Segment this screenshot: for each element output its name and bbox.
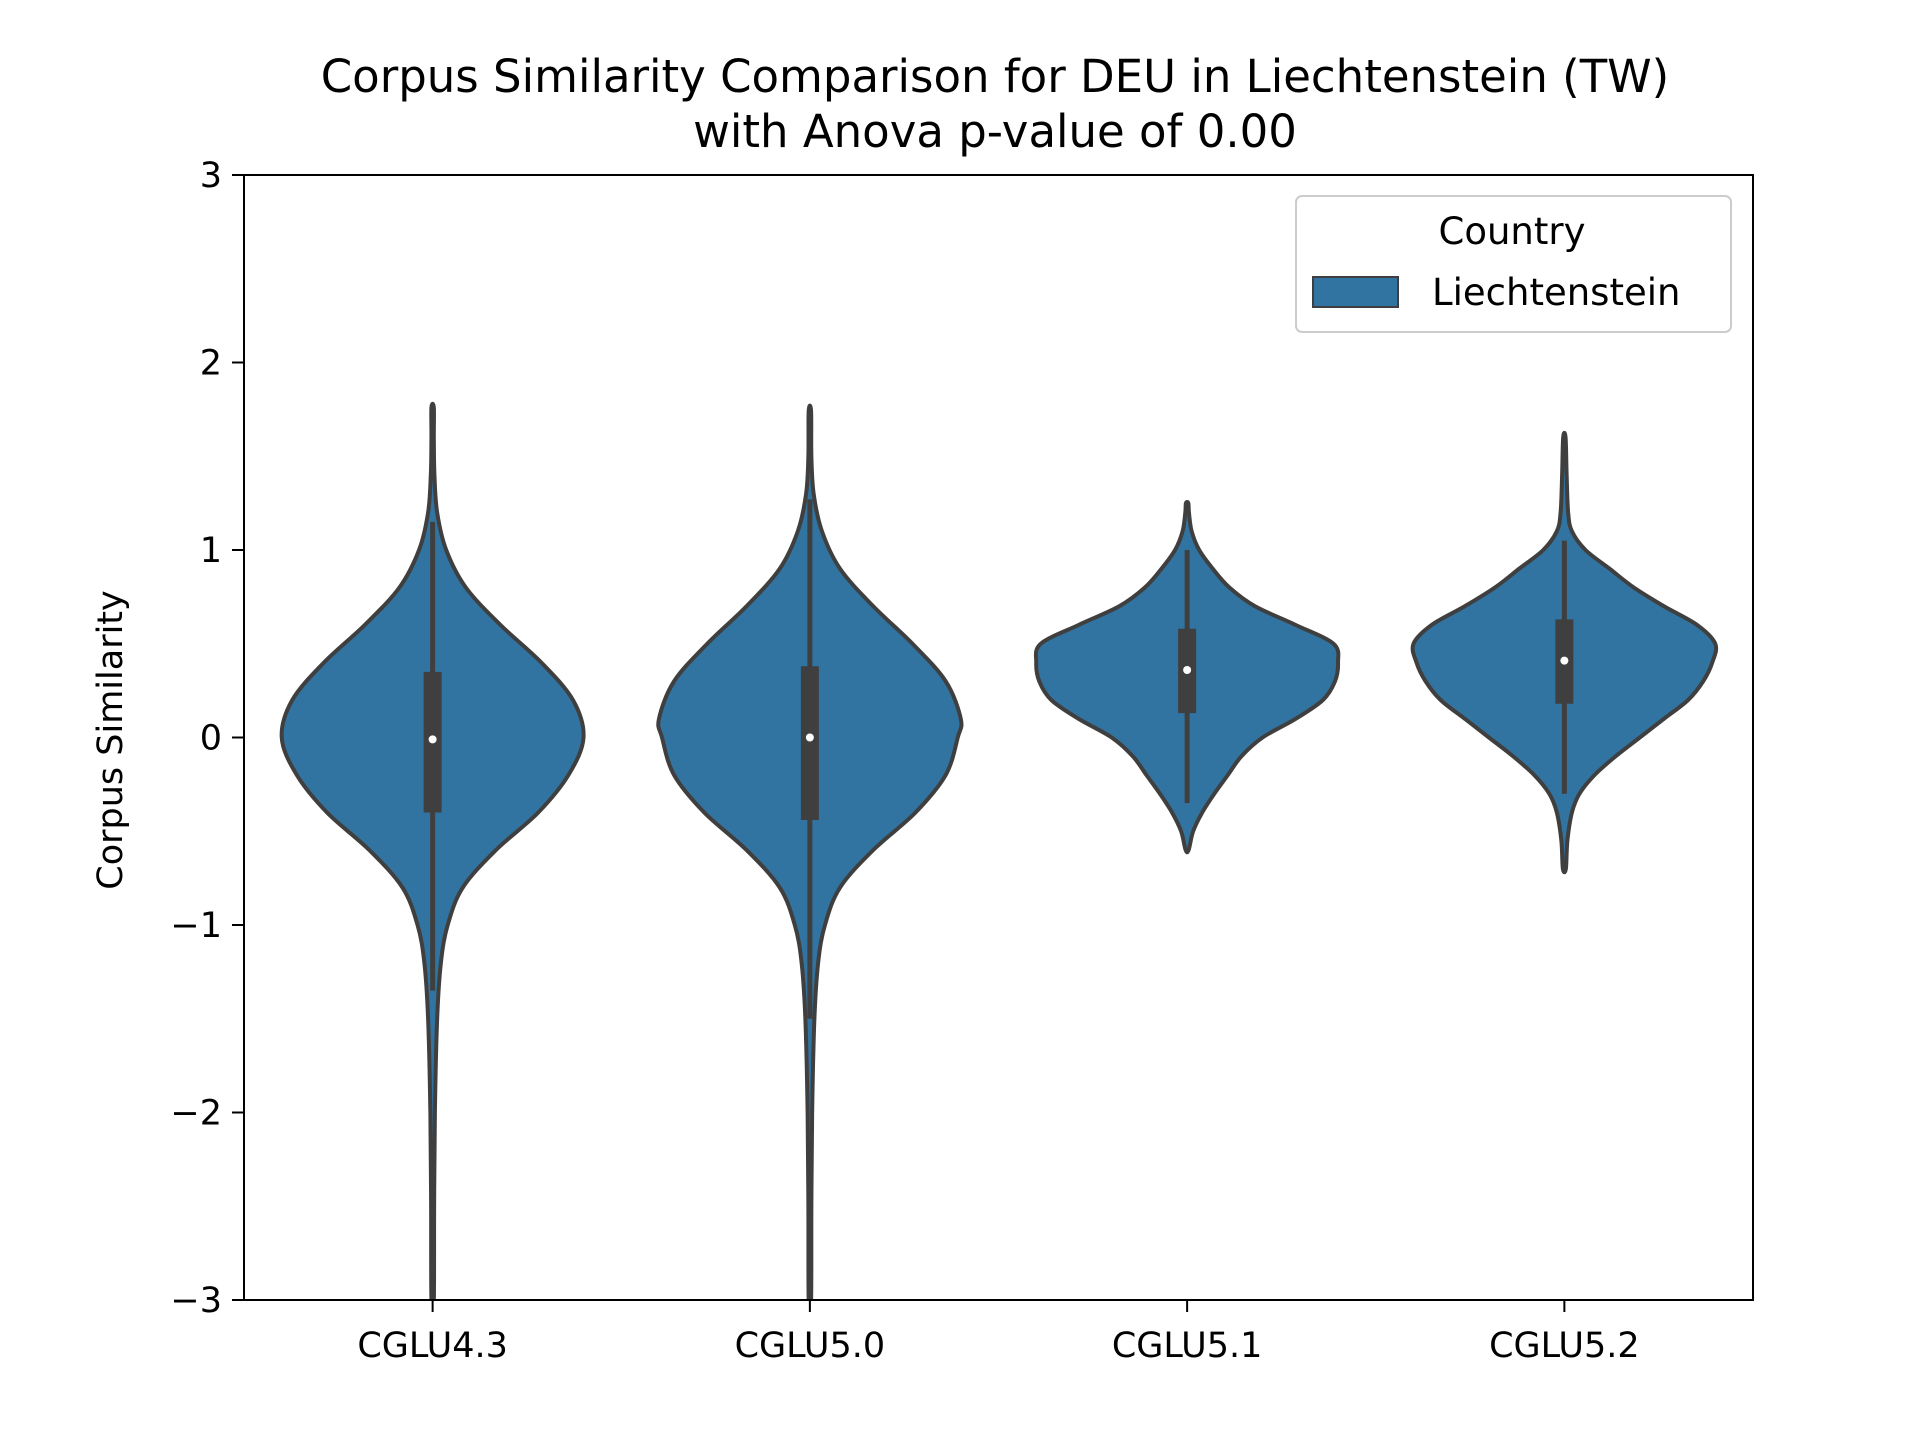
violin-cglu4-3 xyxy=(279,401,586,1300)
y-axis-label: Corpus Similarity xyxy=(91,590,131,889)
x-tick-label-cglu5-2: CGLU5.2 xyxy=(1489,1326,1640,1366)
violin-cglu5-2 xyxy=(1410,430,1719,875)
y-axis: 3 2 1 0 −1 −2 −3 xyxy=(170,156,244,1321)
chart-title-line-2: with Anova p-value of 0.00 xyxy=(693,105,1297,158)
legend-swatch-liechtenstein xyxy=(1312,276,1399,308)
violin-cglu5-1 xyxy=(1033,499,1341,855)
y-tick-label: 3 xyxy=(200,156,222,196)
violin-cglu5-0 xyxy=(656,403,964,1300)
violin-median xyxy=(805,733,814,742)
violin-iqr-box xyxy=(800,666,819,820)
legend-box xyxy=(1295,195,1732,333)
chart-title-line-1: Corpus Similarity Comparison for DEU in … xyxy=(321,50,1669,103)
violin-median xyxy=(428,735,437,744)
legend: Country Liechtenstein xyxy=(1295,195,1732,333)
x-tick-label-cglu4-3: CGLU4.3 xyxy=(357,1326,508,1366)
y-tick-label: −3 xyxy=(170,1281,222,1321)
x-axis: CGLU4.3 CGLU5.0 CGLU5.1 CGLU5.2 xyxy=(357,1300,1640,1366)
x-tick-label-cglu5-1: CGLU5.1 xyxy=(1112,1326,1263,1366)
y-tick-label: 2 xyxy=(200,344,222,384)
y-tick-label: −2 xyxy=(170,1094,222,1134)
y-tick-label: 0 xyxy=(200,719,222,759)
y-tick-label: −1 xyxy=(170,906,222,946)
violin-median xyxy=(1183,666,1192,674)
legend-entry-liechtenstein: Liechtenstein xyxy=(1432,271,1680,314)
violin-median xyxy=(1560,656,1569,665)
y-tick-label: 1 xyxy=(200,531,222,571)
legend-title: Country xyxy=(1439,210,1586,253)
plot-area xyxy=(279,401,1719,1300)
x-tick-label-cglu5-0: CGLU5.0 xyxy=(735,1326,886,1366)
plot-frame xyxy=(243,174,1754,1301)
